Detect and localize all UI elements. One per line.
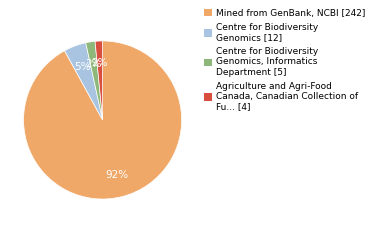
Wedge shape — [24, 41, 182, 199]
Text: 5%: 5% — [74, 62, 91, 72]
Legend: Mined from GenBank, NCBI [242], Centre for Biodiversity
Genomics [12], Centre fo: Mined from GenBank, NCBI [242], Centre f… — [202, 7, 367, 114]
Text: 2%: 2% — [92, 58, 108, 68]
Text: 92%: 92% — [105, 170, 128, 180]
Wedge shape — [95, 41, 103, 120]
Wedge shape — [86, 41, 103, 120]
Wedge shape — [65, 43, 103, 120]
Text: 2%: 2% — [86, 59, 102, 69]
